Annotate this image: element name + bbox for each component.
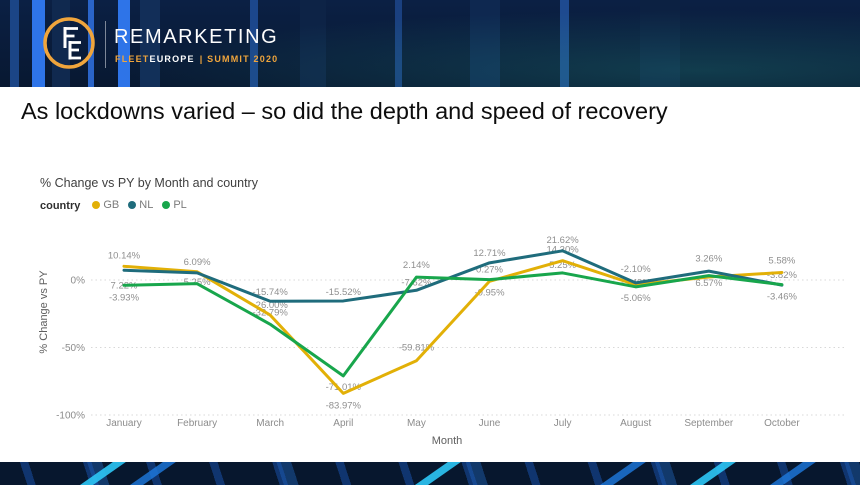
svg-text:January: January: [106, 418, 142, 429]
svg-text:-15.52%: -15.52%: [326, 287, 362, 298]
fleeteurope-fe-logo-icon: [43, 17, 95, 69]
chart-legend: country GB NL PL: [40, 199, 196, 212]
svg-text:-100%: -100%: [56, 411, 85, 422]
banner-stripes-decoration: [0, 0, 860, 87]
legend-item-GB: GB: [92, 199, 119, 211]
footer-banner: [0, 462, 860, 485]
svg-text:February: February: [177, 418, 217, 429]
svg-text:% Change vs PY: % Change vs PY: [38, 270, 50, 354]
svg-text:0%: 0%: [71, 276, 86, 287]
svg-text:2.14%: 2.14%: [403, 260, 430, 271]
svg-text:-3.93%: -3.93%: [109, 292, 140, 303]
svg-text:6.57%: 6.57%: [695, 278, 722, 289]
legend-item-label: GB: [103, 199, 120, 211]
svg-text:October: October: [764, 418, 800, 429]
brand-sub-fleet: FLEET: [115, 54, 150, 64]
svg-text:-26.00%: -26.00%: [253, 300, 289, 311]
legend-item-PL: PL: [162, 199, 187, 211]
svg-text:-59.81%: -59.81%: [399, 343, 435, 354]
svg-text:April: April: [333, 418, 353, 429]
svg-text:6.09%: 6.09%: [184, 257, 211, 268]
svg-text:March: March: [256, 418, 284, 429]
svg-text:-50%: -50%: [62, 343, 85, 354]
chart-legend-items: GB NL PL: [92, 199, 195, 212]
logo-divider: [105, 21, 106, 68]
brand-sub-europe: EUROPE: [149, 54, 195, 64]
svg-text:12.71%: 12.71%: [473, 248, 506, 259]
svg-text:-83.97%: -83.97%: [326, 400, 362, 411]
svg-text:3.26%: 3.26%: [695, 254, 722, 265]
svg-text:-15.74%: -15.74%: [253, 287, 289, 298]
svg-text:Month: Month: [432, 435, 463, 447]
header-banner: REMARKETING FLEETEUROPE | SUMMIT 2020: [0, 0, 860, 87]
legend-item-label: NL: [139, 199, 154, 211]
legend-dot-icon: [162, 201, 171, 209]
svg-text:-7.62%: -7.62%: [401, 277, 432, 288]
svg-text:-2.10%: -2.10%: [621, 264, 652, 275]
brand-sub-summit: | SUMMIT 2020: [199, 54, 279, 64]
svg-text:0.27%: 0.27%: [476, 265, 503, 276]
svg-text:May: May: [407, 418, 426, 429]
svg-text:June: June: [479, 418, 501, 429]
legend-item-label: PL: [173, 199, 187, 211]
svg-text:-71.01%: -71.01%: [326, 382, 362, 393]
svg-text:July: July: [554, 418, 572, 429]
svg-text:-5.06%: -5.06%: [621, 293, 652, 304]
brand-subtitle: FLEETEUROPE | SUMMIT 2020: [115, 54, 278, 64]
chart-title: % Change vs PY by Month and country: [40, 176, 258, 190]
legend-dot-icon: [128, 201, 137, 209]
svg-text:September: September: [684, 418, 734, 429]
legend-title: country: [40, 199, 81, 212]
slide-body: As lockdowns varied – so did the depth a…: [0, 87, 860, 462]
svg-text:5.25%: 5.25%: [549, 260, 576, 271]
svg-text:-3.82%: -3.82%: [767, 270, 798, 281]
legend-item-NL: NL: [128, 199, 153, 211]
svg-text:-32.79%: -32.79%: [253, 307, 289, 318]
svg-text:-0.95%: -0.95%: [474, 287, 505, 298]
legend-dot-icon: [92, 201, 101, 209]
svg-text:21.62%: 21.62%: [546, 235, 579, 246]
brand-name: REMARKETING: [114, 26, 279, 48]
svg-text:10.14%: 10.14%: [108, 250, 141, 261]
svg-text:5.58%: 5.58%: [768, 255, 795, 266]
plot-svg: 0% -50% -100% 10.14% 6.09% -26.00% -83.97% -59.…: [38, 235, 847, 447]
slide-title: As lockdowns varied – so did the depth a…: [21, 98, 668, 124]
svg-text:-3.46%: -3.46%: [767, 292, 798, 303]
svg-text:August: August: [620, 418, 651, 429]
